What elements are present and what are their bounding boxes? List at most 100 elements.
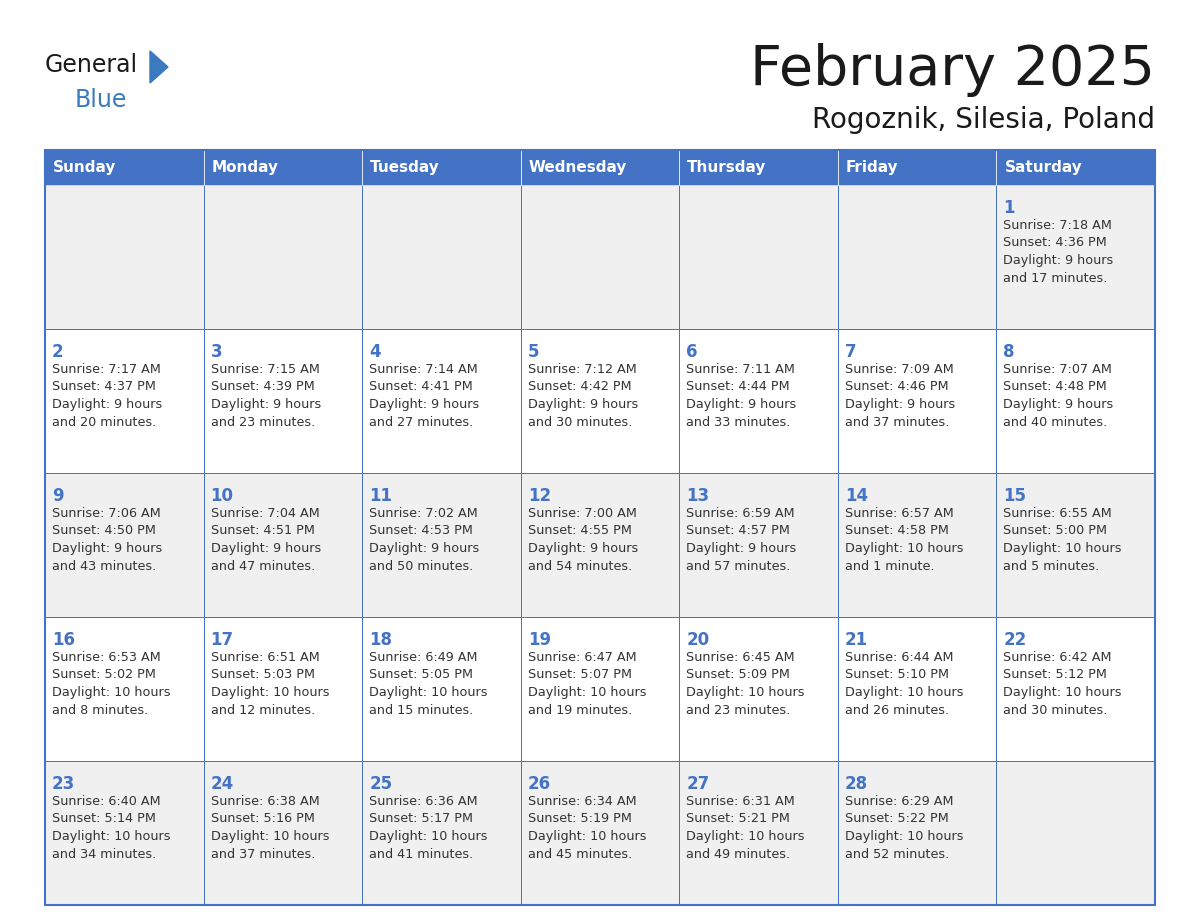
Text: Daylight: 10 hours: Daylight: 10 hours (527, 686, 646, 699)
Bar (680, 617, 838, 761)
Text: Wednesday: Wednesday (529, 160, 627, 175)
Text: Daylight: 9 hours: Daylight: 9 hours (210, 398, 321, 411)
Bar (45, 150, 203, 185)
Text: and 1 minute.: and 1 minute. (845, 559, 934, 573)
Text: Daylight: 9 hours: Daylight: 9 hours (52, 398, 163, 411)
Bar (997, 185, 1155, 329)
Text: Sunrise: 7:09 AM: Sunrise: 7:09 AM (845, 363, 954, 376)
Text: 7: 7 (845, 343, 857, 361)
Text: and 47 minutes.: and 47 minutes. (210, 559, 315, 573)
Text: Sunset: 5:00 PM: Sunset: 5:00 PM (1004, 524, 1107, 538)
Text: Daylight: 9 hours: Daylight: 9 hours (1004, 254, 1113, 267)
Text: Sunset: 5:12 PM: Sunset: 5:12 PM (1004, 668, 1107, 681)
Text: Sunrise: 7:18 AM: Sunrise: 7:18 AM (1004, 219, 1112, 232)
Bar (997, 617, 1155, 761)
Text: Sunrise: 6:57 AM: Sunrise: 6:57 AM (845, 507, 954, 520)
Text: 11: 11 (369, 487, 392, 505)
Bar (45, 150, 1155, 905)
Text: Daylight: 10 hours: Daylight: 10 hours (1004, 542, 1121, 555)
Text: Sunset: 4:37 PM: Sunset: 4:37 PM (52, 380, 156, 394)
Text: Daylight: 9 hours: Daylight: 9 hours (687, 542, 796, 555)
Text: Daylight: 10 hours: Daylight: 10 hours (527, 830, 646, 843)
Text: 3: 3 (210, 343, 222, 361)
Text: Saturday: Saturday (1004, 160, 1082, 175)
Text: and 26 minutes.: and 26 minutes. (845, 703, 949, 717)
Bar (45, 329, 203, 473)
Bar (203, 185, 362, 329)
Text: and 43 minutes.: and 43 minutes. (52, 559, 157, 573)
Text: 10: 10 (210, 487, 234, 505)
Text: Monday: Monday (211, 160, 278, 175)
Text: and 30 minutes.: and 30 minutes. (1004, 703, 1107, 717)
Text: Sunset: 5:14 PM: Sunset: 5:14 PM (52, 812, 156, 825)
Text: Sunrise: 6:55 AM: Sunrise: 6:55 AM (1004, 507, 1112, 520)
Text: Sunrise: 6:45 AM: Sunrise: 6:45 AM (687, 651, 795, 664)
Text: Sunrise: 7:14 AM: Sunrise: 7:14 AM (369, 363, 478, 376)
Text: Friday: Friday (846, 160, 898, 175)
Text: Sunset: 4:48 PM: Sunset: 4:48 PM (1004, 380, 1107, 394)
Text: February 2025: February 2025 (750, 43, 1155, 97)
Text: and 23 minutes.: and 23 minutes. (687, 703, 790, 717)
Text: Daylight: 9 hours: Daylight: 9 hours (687, 398, 796, 411)
Bar (680, 329, 838, 473)
Text: Daylight: 10 hours: Daylight: 10 hours (1004, 686, 1121, 699)
Bar (838, 150, 997, 185)
Bar (997, 329, 1155, 473)
Text: Daylight: 10 hours: Daylight: 10 hours (210, 686, 329, 699)
Text: 2: 2 (52, 343, 64, 361)
Text: Sunrise: 6:59 AM: Sunrise: 6:59 AM (687, 507, 795, 520)
Text: Sunset: 5:03 PM: Sunset: 5:03 PM (210, 668, 315, 681)
Text: Sunrise: 6:53 AM: Sunrise: 6:53 AM (52, 651, 160, 664)
Text: Sunrise: 7:06 AM: Sunrise: 7:06 AM (52, 507, 160, 520)
Text: Daylight: 10 hours: Daylight: 10 hours (52, 686, 171, 699)
Text: 27: 27 (687, 775, 709, 793)
Text: 21: 21 (845, 631, 868, 649)
Text: Sunset: 5:09 PM: Sunset: 5:09 PM (687, 668, 790, 681)
Text: Sunset: 4:57 PM: Sunset: 4:57 PM (687, 524, 790, 538)
Text: and 41 minutes.: and 41 minutes. (369, 847, 473, 860)
Text: and 19 minutes.: and 19 minutes. (527, 703, 632, 717)
Text: Sunrise: 6:42 AM: Sunrise: 6:42 AM (1004, 651, 1112, 664)
Text: Daylight: 9 hours: Daylight: 9 hours (1004, 398, 1113, 411)
Text: Daylight: 10 hours: Daylight: 10 hours (687, 686, 804, 699)
Text: Thursday: Thursday (688, 160, 766, 175)
Text: Sunrise: 6:47 AM: Sunrise: 6:47 AM (527, 651, 637, 664)
Text: Sunrise: 7:00 AM: Sunrise: 7:00 AM (527, 507, 637, 520)
Text: 28: 28 (845, 775, 868, 793)
Text: and 34 minutes.: and 34 minutes. (52, 847, 157, 860)
Text: Daylight: 10 hours: Daylight: 10 hours (845, 830, 963, 843)
Text: Sunset: 4:46 PM: Sunset: 4:46 PM (845, 380, 948, 394)
Text: 15: 15 (1004, 487, 1026, 505)
Text: Sunrise: 7:15 AM: Sunrise: 7:15 AM (210, 363, 320, 376)
Text: Sunset: 5:21 PM: Sunset: 5:21 PM (687, 812, 790, 825)
Text: 23: 23 (52, 775, 75, 793)
Bar (45, 185, 203, 329)
Text: Sunrise: 7:04 AM: Sunrise: 7:04 AM (210, 507, 320, 520)
Text: Sunset: 5:02 PM: Sunset: 5:02 PM (52, 668, 156, 681)
Text: Sunday: Sunday (53, 160, 116, 175)
Text: Daylight: 9 hours: Daylight: 9 hours (527, 398, 638, 411)
Text: Sunrise: 7:11 AM: Sunrise: 7:11 AM (687, 363, 795, 376)
Text: Sunset: 4:53 PM: Sunset: 4:53 PM (369, 524, 473, 538)
Text: Sunrise: 7:12 AM: Sunrise: 7:12 AM (527, 363, 637, 376)
Text: Daylight: 9 hours: Daylight: 9 hours (845, 398, 955, 411)
Bar (838, 185, 997, 329)
Text: 25: 25 (369, 775, 392, 793)
Bar (520, 473, 680, 617)
Text: Daylight: 10 hours: Daylight: 10 hours (369, 830, 487, 843)
Text: Sunrise: 6:29 AM: Sunrise: 6:29 AM (845, 795, 953, 808)
Bar (520, 185, 680, 329)
Text: Daylight: 10 hours: Daylight: 10 hours (845, 686, 963, 699)
Text: and 23 minutes.: and 23 minutes. (210, 416, 315, 429)
Bar (520, 329, 680, 473)
Text: Sunset: 4:39 PM: Sunset: 4:39 PM (210, 380, 315, 394)
Bar (203, 761, 362, 905)
Bar (680, 761, 838, 905)
Text: Sunrise: 6:38 AM: Sunrise: 6:38 AM (210, 795, 320, 808)
Text: and 33 minutes.: and 33 minutes. (687, 416, 791, 429)
Text: and 8 minutes.: and 8 minutes. (52, 703, 148, 717)
Text: and 50 minutes.: and 50 minutes. (369, 559, 474, 573)
Text: 13: 13 (687, 487, 709, 505)
Text: Sunrise: 6:49 AM: Sunrise: 6:49 AM (369, 651, 478, 664)
Text: and 49 minutes.: and 49 minutes. (687, 847, 790, 860)
